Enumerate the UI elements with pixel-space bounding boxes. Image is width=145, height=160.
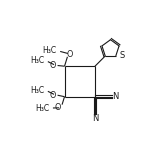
Text: O: O: [66, 50, 73, 59]
Text: N: N: [92, 114, 98, 123]
Text: H₃C: H₃C: [30, 86, 44, 95]
Text: S: S: [120, 52, 125, 60]
Text: O: O: [49, 61, 56, 70]
Text: H₃C: H₃C: [30, 56, 44, 65]
Text: H₃C: H₃C: [42, 46, 57, 55]
Text: O: O: [55, 103, 61, 112]
Text: N: N: [112, 92, 119, 101]
Text: H₃C: H₃C: [35, 104, 49, 113]
Text: O: O: [49, 91, 56, 100]
